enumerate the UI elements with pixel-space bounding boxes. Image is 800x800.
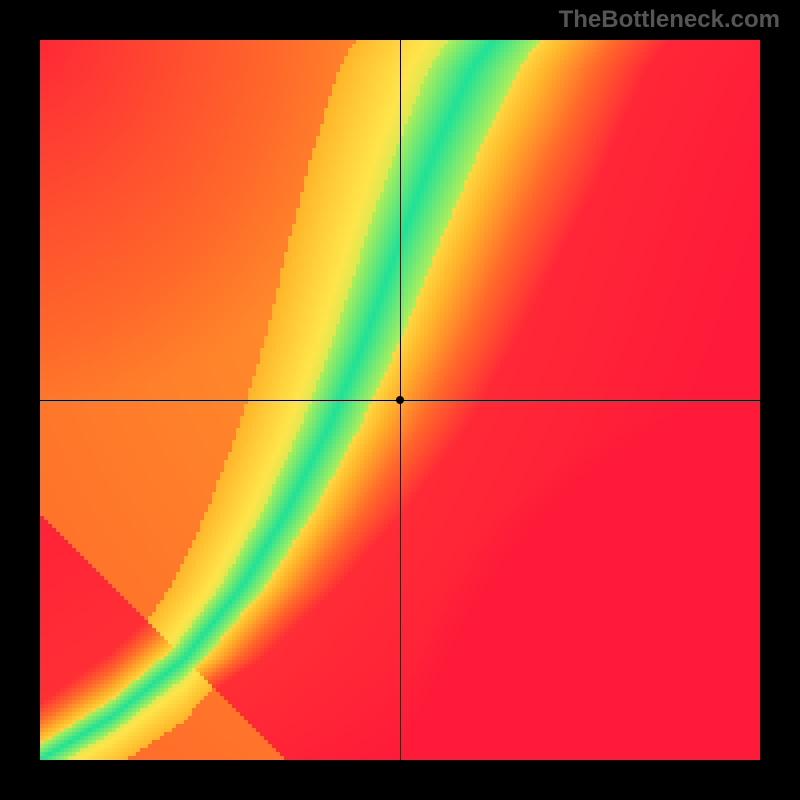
plot-area xyxy=(40,40,760,760)
watermark-text: TheBottleneck.com xyxy=(559,6,780,34)
chart-container: TheBottleneck.com xyxy=(0,0,800,800)
marker-dot xyxy=(396,396,404,404)
